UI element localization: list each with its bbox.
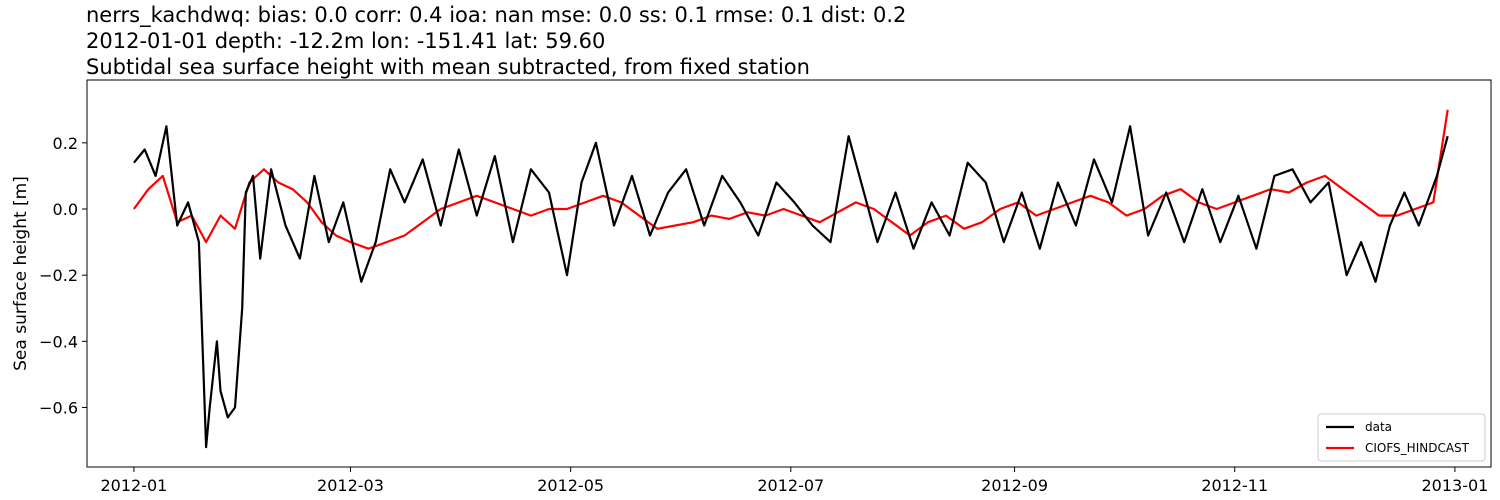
x-tick-label: 2012-07 bbox=[757, 476, 824, 495]
y-tick-label: 0.2 bbox=[53, 134, 78, 153]
legend: data CIOFS_HINDCAST bbox=[1317, 413, 1486, 462]
y-tick-label: −0.6 bbox=[39, 398, 78, 417]
x-tick-label: 2012-03 bbox=[317, 476, 384, 495]
x-tick-label: 2012-09 bbox=[981, 476, 1048, 495]
chart-title-line-1: nerrs_kachdwq: bias: 0.0 corr: 0.4 ioa: … bbox=[86, 3, 907, 27]
y-tick-label: −0.2 bbox=[39, 266, 78, 285]
x-tick-label: 2012-01 bbox=[100, 476, 167, 495]
legend-box bbox=[1317, 413, 1486, 462]
x-tick-label: 2012-11 bbox=[1201, 476, 1268, 495]
legend-label: data bbox=[1365, 420, 1392, 434]
series-line-ciofs-hindcast bbox=[133, 109, 1449, 250]
y-axis: 0.2 0.0 −0.2 −0.4 −0.6 bbox=[39, 134, 87, 417]
y-tick-label: −0.4 bbox=[39, 332, 78, 351]
x-tick-label: 2012-05 bbox=[537, 476, 604, 495]
x-axis: 2012-01 2012-03 2012-05 2012-07 2012-09 2012-… bbox=[100, 467, 1488, 495]
plot-frame bbox=[86, 79, 1492, 468]
chart-title-line-3: Subtidal sea surface height with mean su… bbox=[86, 55, 810, 79]
y-axis-label: Sea surface height [m] bbox=[11, 176, 31, 371]
x-tick-label: 2013-01 bbox=[1421, 476, 1488, 495]
y-tick-label: 0.0 bbox=[53, 200, 78, 219]
chart-title-line-2: 2012-01-01 depth: -12.2m lon: -151.41 la… bbox=[86, 29, 606, 53]
series-line-data bbox=[133, 125, 1449, 449]
series-layer bbox=[133, 109, 1449, 449]
legend-label: CIOFS_HINDCAST bbox=[1365, 441, 1470, 455]
